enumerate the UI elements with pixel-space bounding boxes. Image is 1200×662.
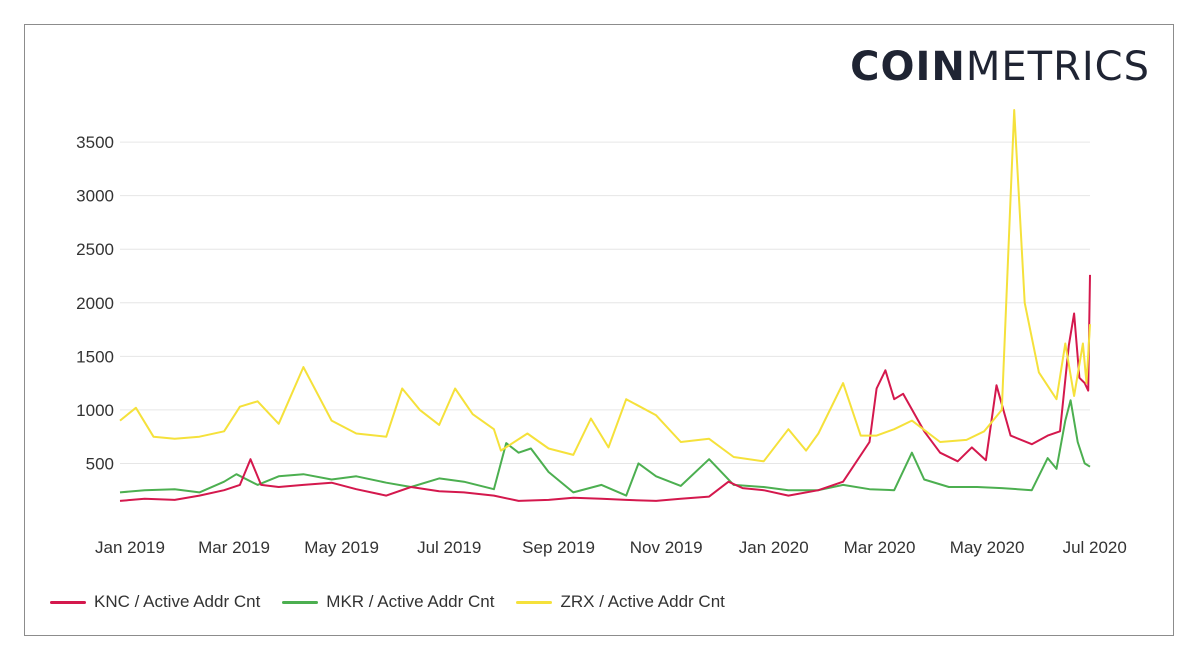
legend-swatch (516, 600, 553, 604)
logo-bold-text: COIN (850, 44, 966, 90)
chart-frame (24, 24, 1174, 636)
x-tick-label: Jan 2019 (95, 538, 165, 557)
series-line-zrx (119, 109, 1091, 463)
series-lines (119, 109, 1091, 502)
y-tick-label: 1000 (76, 401, 114, 420)
x-tick-label: Nov 2019 (630, 538, 703, 557)
x-tick-label: Mar 2020 (844, 538, 916, 557)
legend-label: MKR / Active Addr Cnt (326, 592, 495, 611)
x-tick-label: May 2019 (304, 538, 379, 557)
series-line-knc (119, 274, 1091, 502)
legend-label: ZRX / Active Addr Cnt (560, 592, 725, 611)
grid-lines (120, 141, 1090, 464)
x-tick-label: Mar 2019 (198, 538, 270, 557)
y-tick-label: 3000 (76, 187, 114, 206)
y-tick-label: 2500 (76, 240, 114, 259)
legend-item-knc[interactable]: KNC / Active Addr Cnt (50, 592, 260, 612)
coinmetrics-logo: COINMETRICS (850, 44, 1150, 90)
legend-swatch (282, 600, 319, 604)
x-tick-label: Jan 2020 (739, 538, 809, 557)
x-tick-label: Jul 2019 (417, 538, 481, 557)
y-tick-label: 500 (86, 454, 114, 473)
y-axis: 500 1000 1500 2000 2500 3000 3500 (76, 133, 114, 473)
legend-item-zrx[interactable]: ZRX / Active Addr Cnt (516, 592, 725, 612)
series-line-mkr (119, 399, 1091, 497)
legend-label: KNC / Active Addr Cnt (94, 592, 261, 611)
legend-item-mkr[interactable]: MKR / Active Addr Cnt (282, 592, 494, 612)
logo-light-text: METRICS (965, 44, 1150, 90)
y-tick-label: 1500 (76, 347, 114, 366)
x-tick-label: Sep 2019 (522, 538, 595, 557)
y-tick-label: 3500 (76, 133, 114, 152)
y-tick-label: 2000 (76, 294, 114, 313)
x-axis: Jan 2019 Mar 2019 May 2019 Jul 2019 Sep 2019… (95, 538, 1127, 557)
x-tick-label: May 2020 (950, 538, 1025, 557)
legend-swatch (50, 600, 86, 604)
legend: KNC / Active Addr Cnt MKR / Active Addr C… (50, 592, 725, 612)
x-tick-label: Jul 2020 (1063, 538, 1127, 557)
